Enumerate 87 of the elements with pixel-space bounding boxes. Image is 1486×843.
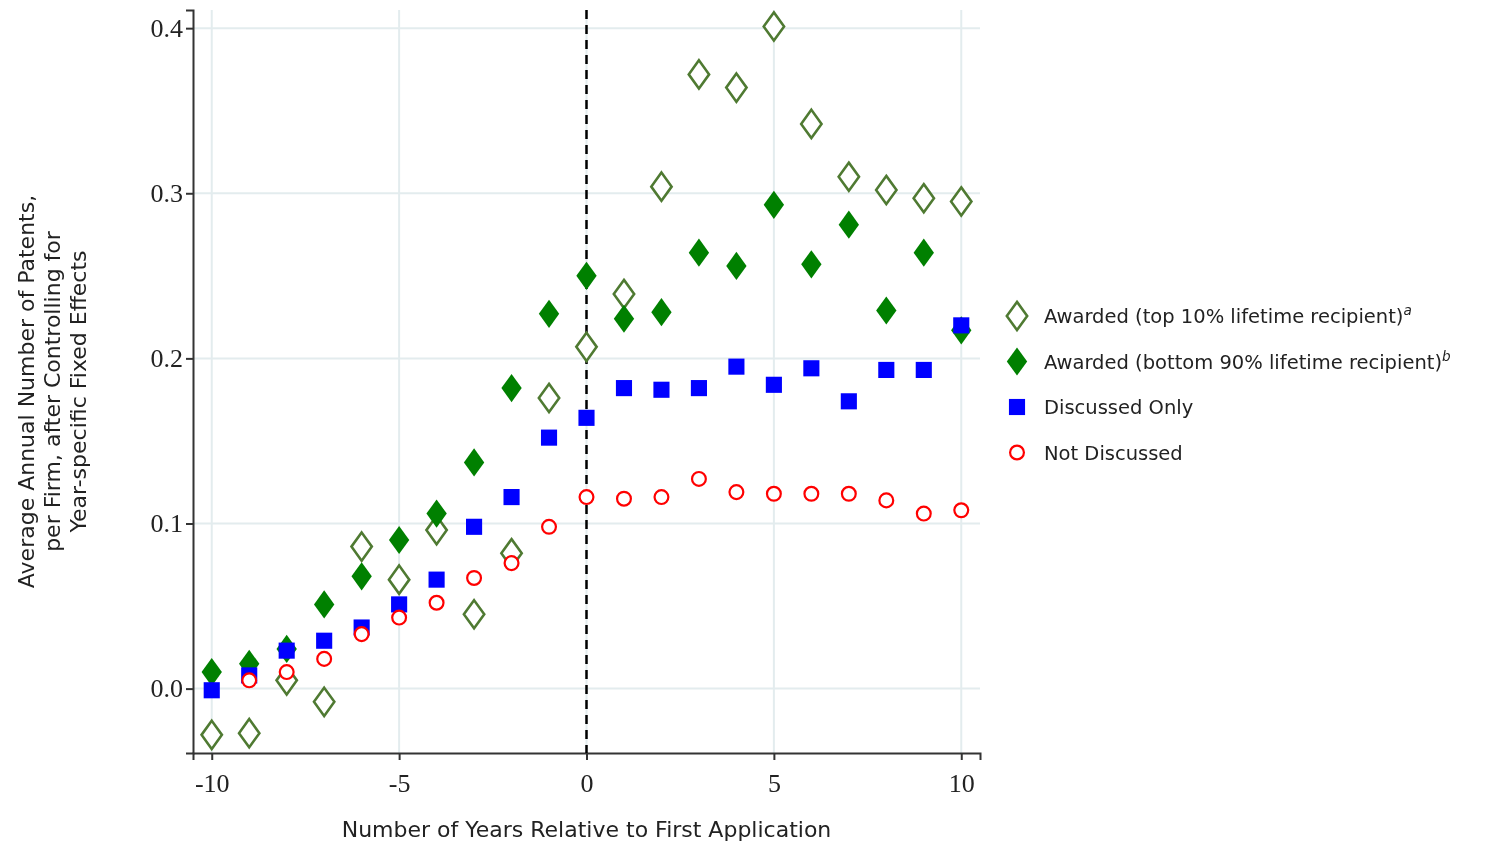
point <box>501 373 522 403</box>
point <box>316 650 333 667</box>
x-tick-label: 10 <box>948 768 975 798</box>
point <box>313 590 335 619</box>
point <box>724 72 748 103</box>
point <box>576 261 597 290</box>
y-axis-title: Average Annual Number of Patents, per Firm, after Controlling for Year-specific Fixed Effects <box>13 194 92 589</box>
point <box>650 171 673 203</box>
point <box>388 525 410 555</box>
y-tick-label: 0.1 <box>150 509 183 539</box>
legend-label: Awarded (top 10% lifetime recipient)$^{a}$ <box>1044 302 1412 328</box>
point <box>615 490 632 507</box>
point <box>651 298 672 327</box>
point <box>203 682 220 699</box>
y-tick-label: 0.3 <box>150 179 183 209</box>
x-tick-label: -5 <box>388 768 411 798</box>
point <box>463 448 485 477</box>
y-tick-label: 0.2 <box>150 344 183 374</box>
point <box>762 11 786 42</box>
legend-label: Awarded (bottom 90% lifetime recipient)$^{b}$ <box>1044 347 1451 374</box>
point <box>575 331 598 363</box>
point <box>615 380 633 397</box>
point <box>316 632 333 649</box>
legend-label: Not Discussed <box>1044 441 1183 465</box>
point <box>799 108 823 140</box>
point <box>763 190 785 219</box>
y-tick-label: 0.4 <box>150 13 183 43</box>
point <box>801 250 822 279</box>
point <box>426 499 447 528</box>
point <box>503 489 520 506</box>
legend-label: Discussed Only <box>1044 396 1194 419</box>
point <box>728 484 745 501</box>
point <box>690 470 707 487</box>
x-tick-label: -10 <box>194 768 230 798</box>
point <box>200 719 224 751</box>
point <box>540 429 558 446</box>
point <box>237 717 261 749</box>
x-axis-title: Number of Years Relative to First Application <box>341 817 832 842</box>
point <box>726 251 747 281</box>
point <box>915 361 932 379</box>
point <box>915 505 932 522</box>
point <box>690 380 707 397</box>
point <box>837 161 861 193</box>
point <box>878 361 895 379</box>
point <box>241 672 258 689</box>
point <box>803 485 820 502</box>
point <box>803 360 820 377</box>
x-tick-label: 5 <box>767 768 781 798</box>
point <box>878 492 895 509</box>
point <box>612 278 636 310</box>
x-tick-label: 0 <box>580 768 594 798</box>
point <box>765 376 782 393</box>
point <box>653 381 670 398</box>
point <box>387 564 411 595</box>
point <box>688 238 710 267</box>
point <box>840 485 857 502</box>
point <box>913 238 934 267</box>
point <box>840 393 857 410</box>
point <box>876 296 897 325</box>
point <box>728 358 745 375</box>
point <box>462 598 486 630</box>
point <box>653 489 670 506</box>
point <box>838 210 860 239</box>
point <box>687 59 711 90</box>
point <box>912 182 936 214</box>
y-tick-label: 0.0 <box>150 674 183 704</box>
point <box>428 571 445 588</box>
point <box>312 686 336 718</box>
point <box>578 409 595 426</box>
point <box>391 609 408 626</box>
point <box>949 186 973 217</box>
point <box>503 555 520 572</box>
point <box>765 485 782 502</box>
point <box>538 299 560 328</box>
point <box>353 626 370 643</box>
point <box>613 304 635 333</box>
point <box>541 518 558 535</box>
point <box>578 489 595 506</box>
point <box>953 502 970 519</box>
point <box>874 174 898 206</box>
point <box>466 518 483 535</box>
point <box>466 569 483 586</box>
point <box>537 382 561 414</box>
point <box>428 594 445 611</box>
point <box>351 562 372 591</box>
point <box>350 531 374 562</box>
point <box>278 664 295 681</box>
